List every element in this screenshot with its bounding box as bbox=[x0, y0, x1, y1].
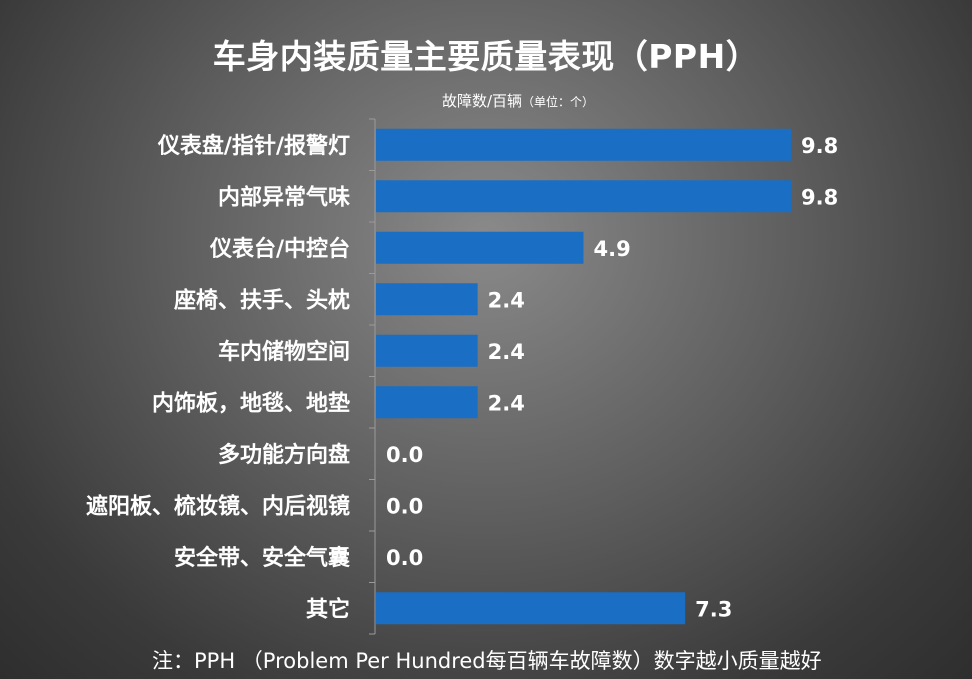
category-labels: 仪表盘/指针/报警灯内部异常气味仪表台/中控台座椅、扶手、头枕车内储物空间内饰板… bbox=[86, 133, 350, 623]
bar bbox=[376, 334, 478, 367]
category-label: 仪表盘/指针/报警灯 bbox=[157, 133, 350, 159]
unit-detail: （单位：个） bbox=[522, 95, 595, 109]
value-labels: 9.8 9.8 4.9 2.4 2.4 2.4 0.0 0.0 0.0 7.3 bbox=[386, 134, 838, 622]
category-label: 其它 bbox=[306, 596, 350, 622]
category-label: 座椅、扶手、头枕 bbox=[174, 287, 350, 313]
value-label: 2.4 bbox=[488, 288, 525, 312]
bar bbox=[376, 592, 686, 625]
footnote: 注：PPH （Problem Per Hundred每百辆车故障数）数字越小质量… bbox=[152, 649, 822, 673]
value-label: 0.0 bbox=[386, 443, 423, 467]
bar bbox=[376, 231, 584, 264]
value-label: 7.3 bbox=[695, 597, 732, 621]
category-label: 内部异常气味 bbox=[218, 184, 350, 210]
category-label: 安全带、安全气囊 bbox=[174, 545, 350, 571]
category-label: 内饰板，地毯、地垫 bbox=[152, 390, 350, 416]
unit-main: 故障数/百辆 bbox=[441, 92, 523, 110]
unit-label: 故障数/百辆（单位：个） bbox=[0, 90, 972, 111]
bars bbox=[376, 128, 791, 625]
category-label: 车内储物空间 bbox=[218, 339, 350, 365]
value-label: 9.8 bbox=[801, 134, 838, 158]
value-label: 2.4 bbox=[488, 391, 525, 415]
bar bbox=[376, 283, 478, 316]
value-label: 4.9 bbox=[594, 237, 631, 261]
bar bbox=[376, 386, 478, 419]
category-label: 多功能方向盘 bbox=[218, 442, 350, 468]
value-label: 2.4 bbox=[488, 340, 525, 364]
chart-title: 车身内装质量主要质量表现（PPH） bbox=[212, 37, 760, 76]
value-label: 0.0 bbox=[386, 546, 423, 570]
value-label: 0.0 bbox=[386, 494, 423, 518]
category-label: 仪表台/中控台 bbox=[209, 236, 350, 262]
bar bbox=[376, 180, 791, 213]
value-label: 9.8 bbox=[801, 185, 838, 209]
category-label: 遮阳板、梳妆镜、内后视镜 bbox=[86, 493, 350, 519]
axis-ticks bbox=[369, 118, 375, 635]
bar bbox=[376, 128, 791, 161]
